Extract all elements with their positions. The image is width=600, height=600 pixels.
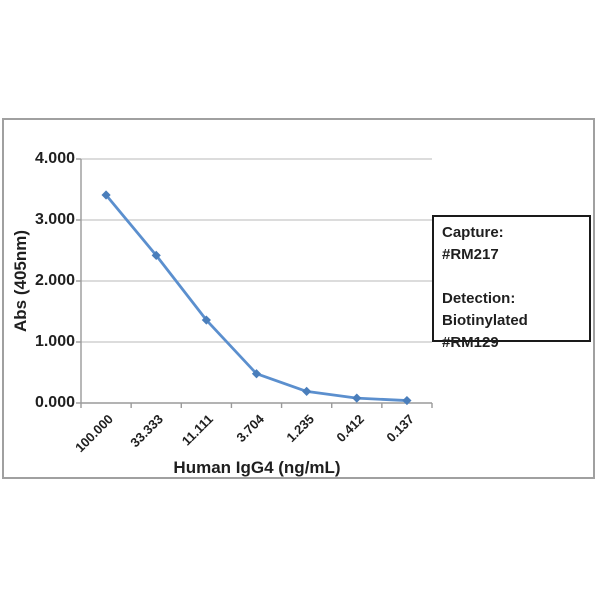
y-tick-label: 2.000: [34, 272, 75, 289]
data-point-marker: [201, 315, 211, 325]
x-axis-title: Human IgG4 (ng/mL): [173, 458, 341, 477]
data-point-marker: [302, 386, 312, 397]
capture-value: #RM217: [442, 246, 499, 263]
data-point-marker: [352, 393, 362, 403]
data-point-marker: [251, 369, 262, 379]
data-point-marker: [151, 250, 161, 260]
detection-value: Biotinylated #RM129: [442, 312, 528, 351]
capture-label: Capture:: [442, 224, 504, 241]
annotation-spacer: [442, 266, 585, 288]
data-point-marker: [402, 395, 412, 406]
annotation-box: Capture: #RM217 Detection: Biotinylated …: [432, 215, 591, 351]
y-axis-title: Abs (405nm): [11, 229, 30, 333]
y-tick-label: 0.000: [34, 394, 75, 411]
y-tick-label: 3.000: [34, 211, 75, 228]
data-point-marker: [101, 190, 111, 200]
detection-label: Detection:: [442, 290, 516, 307]
y-tick-label: 1.000: [34, 333, 75, 350]
y-tick-label: 4.000: [34, 150, 75, 167]
